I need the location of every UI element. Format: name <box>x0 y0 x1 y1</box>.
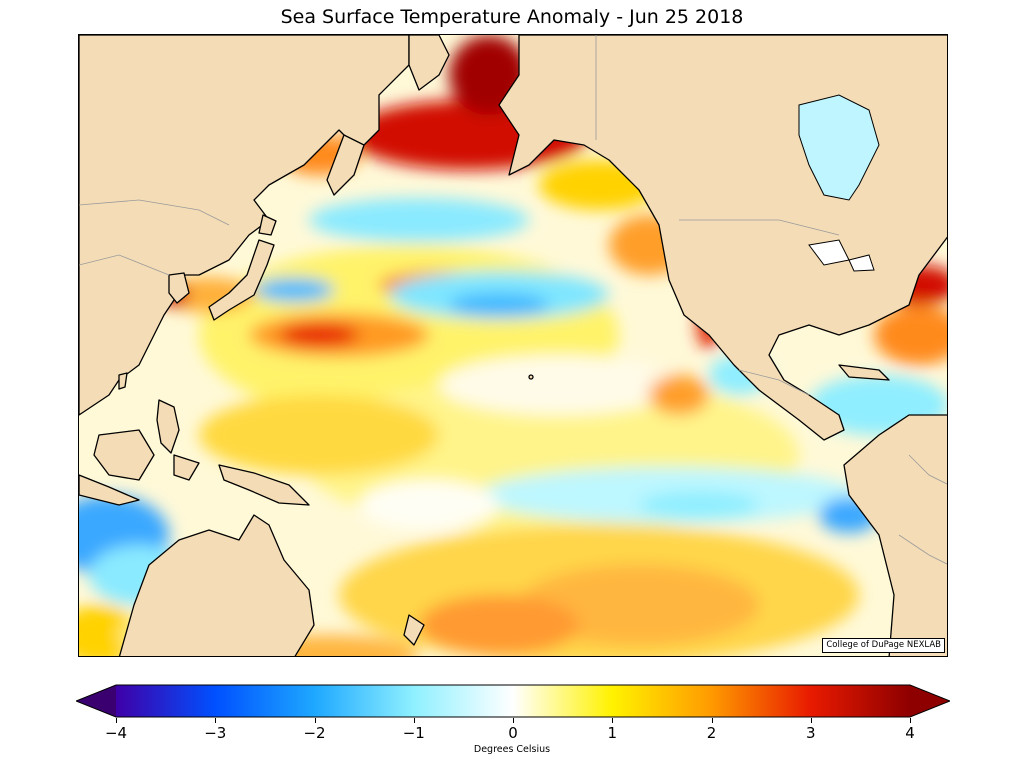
colorbar-tick-mark <box>513 718 514 723</box>
colorbar-tick-mark <box>314 718 316 723</box>
colorbar-tick-mark <box>910 718 911 723</box>
colorbar-tick-label: 4 <box>905 724 915 742</box>
lakes <box>798 94 880 272</box>
colorbar-low-extend <box>76 685 116 717</box>
sst-anomaly-map[interactable]: College of DuPage NEXLAB <box>78 34 948 657</box>
colorbar-tick-label: 2 <box>706 724 717 742</box>
colorbar <box>74 684 952 718</box>
colorbar-tick-mark <box>810 718 812 723</box>
colorbar-tick-label: 1 <box>607 724 618 742</box>
borders <box>79 35 947 565</box>
colorbar-tick-label: 3 <box>805 724 816 742</box>
colorbar-tick-mark <box>413 718 415 723</box>
colorbar-tick-label: −3 <box>204 724 227 742</box>
colorbar-tick-mark <box>612 718 614 723</box>
colorbar-gradient <box>116 685 910 717</box>
colorbar-tick-label: −2 <box>303 724 326 742</box>
colorbar-tick-label: 0 <box>508 724 518 742</box>
colorbar-tick-mark <box>215 718 217 723</box>
map-canvas: College of DuPage NEXLAB <box>79 35 947 656</box>
colorbar-tick-mark <box>116 718 117 723</box>
map-title: Sea Surface Temperature Anomaly - Jun 25… <box>280 6 744 28</box>
colorbar-tick-label: −1 <box>402 724 425 742</box>
colorbar-tick-mark <box>711 718 713 723</box>
colorbar-high-extend <box>910 685 950 717</box>
colorbar-tick-label: −4 <box>104 724 128 742</box>
colorbar-label: Degrees Celsius <box>473 744 551 755</box>
credit-label: College of DuPage NEXLAB <box>822 638 945 653</box>
